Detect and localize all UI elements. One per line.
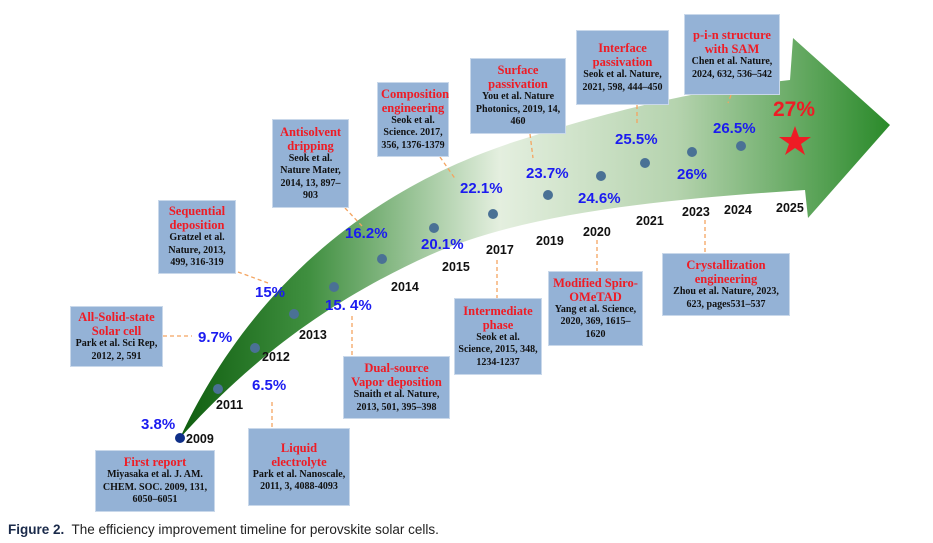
data-points [175,141,746,443]
efficiency-label: 24.6% [578,190,621,207]
year-label: 2014 [391,280,419,294]
year-label: 2009 [186,432,214,446]
point-2009 [175,433,185,443]
year-label: 2024 [724,203,752,217]
target-efficiency-label: 27% [773,98,816,121]
milestone-box: First report Miyasaka et al. J. AM. CHEM.… [95,450,215,512]
arrow-body [180,38,890,438]
milestone-box: Antisolvent dripping Seok et al. Nature M… [272,119,349,208]
year-label: 2023 [682,205,710,219]
efficiency-label: 15% [255,284,286,301]
efficiency-label: 6.5% [252,377,287,394]
point-2012 [250,343,260,353]
efficiency-label: 23.7% [526,165,569,182]
milestone-box: All-Solid-state Solar cell Park et al. Sc… [70,306,163,367]
point-2013 [289,309,299,319]
milestone-box: Dual-source Vapor deposition Snaith et al… [343,356,450,419]
year-label: 2017 [486,243,514,257]
efficiency-label: 3.8% [141,416,176,433]
efficiency-label: 9.7% [198,329,233,346]
point-2020 [543,190,553,200]
milestone-box: Modified Spiro-OMeTAD Yang et al. Science… [548,271,643,346]
point-2023 [640,158,650,168]
year-label: 2021 [636,214,664,228]
point-2024 [687,147,697,157]
year-label: 2012 [262,350,290,364]
year-label: 2015 [442,260,470,274]
point-2025 [736,141,746,151]
point-2021 [596,171,606,181]
milestone-box: Interface passivation Seok et al. Nature,… [576,30,669,105]
milestone-box: Composition engineering Seok et al. Scien… [377,82,449,157]
milestone-box: Surface passivation You et al. Nature Pho… [470,58,566,134]
year-label: 2020 [583,225,611,239]
milestone-box: Crystallization engineering Zhou et al. N… [662,253,790,316]
year-label: 2025 [776,201,804,215]
efficiency-label: 15. 4% [325,297,372,314]
point-2019 [488,209,498,219]
point-2014 [329,282,339,292]
point-2015 [377,254,387,264]
efficiency-label: 20.1% [421,236,464,253]
efficiency-label: 26.5% [713,120,756,137]
caption-label: Figure 2. [8,522,65,537]
year-label: 2019 [536,234,564,248]
milestone-box: Liquid electrolyte Park et al. Nanoscale,… [248,428,350,506]
connector-lines [163,94,732,428]
star-icon [779,126,811,155]
point-2011 [213,384,223,394]
year-label: 2011 [216,398,244,412]
caption-text: The efficiency improvement timeline for … [71,522,439,537]
figure-caption: Figure 2. The efficiency improvement tim… [8,522,439,537]
point-2017 [429,223,439,233]
efficiency-label: 22.1% [460,180,503,197]
efficiency-label: 25.5% [615,131,658,148]
milestone-box: p-i-n structure with SAM Chen et al. Natu… [684,14,780,95]
milestone-box: Intermediate phase Seok et al. Science, 2… [454,298,542,375]
milestone-box: Sequential deposition Gratzel et al. Natu… [158,200,236,274]
year-label: 2013 [299,328,327,342]
efficiency-label: 16.2% [345,225,388,242]
efficiency-label: 26% [677,166,708,183]
